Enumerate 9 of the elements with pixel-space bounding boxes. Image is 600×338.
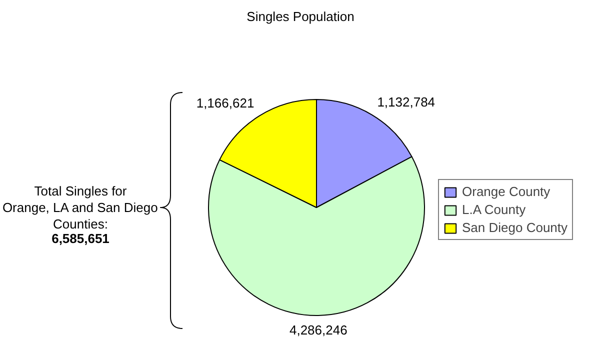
legend-label: Orange County: [462, 184, 550, 199]
text: Total Singles for Orange, LA and San Diego Counties:: [2, 184, 158, 232]
data-label: 1,166,621: [196, 95, 254, 110]
text: 6,585,651: [52, 231, 110, 246]
data-label: 4,286,246: [289, 322, 348, 338]
legend-label: L.A County: [462, 202, 526, 217]
data-label: 1,132,784: [377, 94, 436, 110]
chart-title: Singles Population: [246, 9, 354, 24]
legend-label: San Diego County: [462, 220, 568, 235]
